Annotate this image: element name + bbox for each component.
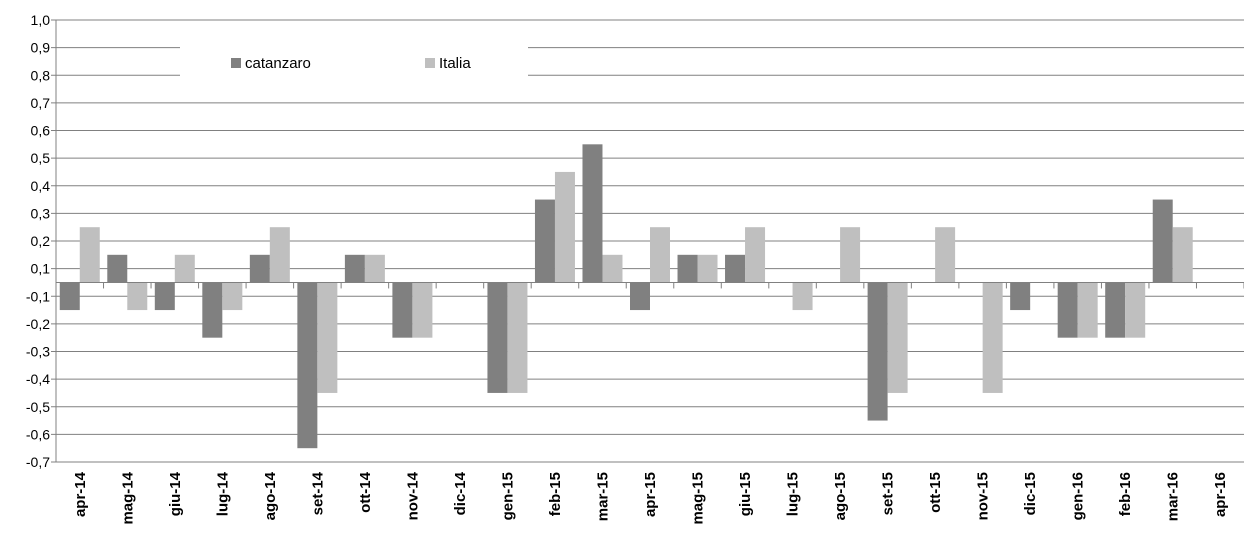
y-tick-label: 0,7 — [31, 95, 51, 111]
x-tick-label: mar-15 — [594, 472, 611, 521]
x-tick-label: nov-14 — [404, 471, 421, 520]
x-tick-label: ago-15 — [832, 472, 849, 520]
legend: catanzaro Italia — [180, 38, 528, 80]
x-tick-label: set-14 — [309, 471, 326, 515]
y-tick-label: -0,5 — [26, 399, 50, 415]
x-tick-label: gen-16 — [1070, 472, 1087, 520]
x-tick-label: giu-15 — [737, 472, 754, 516]
y-tick-labels: 1,0 0,9 0,8 0,7 0,6 0,5 0,4 0,3 0,2 0,1 -0,1 -0,2 -0… — [26, 12, 50, 470]
y-tick-label: 0,3 — [31, 205, 51, 221]
bar-italia-set-14 — [317, 282, 338, 393]
bar-italia-ott-15 — [935, 227, 956, 283]
legend-swatch-italia — [425, 58, 435, 68]
x-tick-label: gen-15 — [499, 472, 516, 520]
bar-italia-giu-14 — [174, 254, 195, 283]
legend-label-catanzaro: catanzaro — [245, 55, 311, 72]
y-tick-label: -0,1 — [26, 288, 50, 304]
bar-catanzaro-mag-14 — [107, 254, 128, 283]
y-tick-label: 0,1 — [31, 261, 51, 277]
bar-catanzaro-giu-14 — [154, 282, 175, 311]
bar-italia-feb-16 — [1125, 282, 1146, 338]
bar-italia-ago-15 — [840, 227, 861, 283]
bar-italia-feb-15 — [554, 171, 575, 283]
y-tick-label: -0,6 — [26, 426, 50, 442]
y-tick-label: -0,3 — [26, 344, 50, 360]
bars — [59, 144, 1193, 449]
bar-catanzaro-dic-15 — [1010, 282, 1031, 311]
x-tick-label: feb-15 — [547, 472, 564, 516]
bar-catanzaro-feb-15 — [534, 199, 555, 283]
x-tick-label: apr-16 — [1212, 472, 1229, 517]
bar-catanzaro-apr-14 — [59, 282, 80, 311]
legend-swatch-catanzaro — [231, 58, 241, 68]
bar-italia-gen-15 — [507, 282, 528, 393]
bar-italia-apr-15 — [650, 227, 670, 283]
bar-italia-gen-16 — [1077, 282, 1098, 338]
y-tick-label: 0,4 — [31, 178, 51, 194]
bar-italia-lug-14 — [222, 282, 243, 311]
x-tick-label: feb-16 — [1117, 472, 1134, 516]
bar-catanzaro-mar-16 — [1152, 199, 1173, 283]
bar-italia-mar-16 — [1172, 227, 1193, 283]
x-tick-label: lug-15 — [785, 472, 802, 516]
bar-catanzaro-gen-15 — [487, 282, 508, 393]
axes — [51, 19, 1244, 463]
bar-catanzaro-giu-15 — [725, 254, 746, 283]
y-tick-label: 0,5 — [31, 150, 51, 166]
gridlines — [56, 19, 1244, 463]
bar-catanzaro-ott-14 — [344, 254, 365, 283]
y-tick-label: -0,2 — [26, 316, 50, 332]
legend-label-italia: Italia — [439, 55, 471, 72]
x-tick-label: ago-14 — [262, 471, 279, 520]
y-tick-label: 0,9 — [31, 40, 51, 56]
bar-catanzaro-nov-14 — [392, 282, 413, 338]
x-tick-label: lug-14 — [214, 471, 231, 516]
bar-catanzaro-gen-16 — [1057, 282, 1078, 338]
y-tick-label: 0,2 — [31, 233, 51, 249]
y-tick-label: -0,4 — [26, 371, 50, 387]
bar-catanzaro-mag-15 — [677, 254, 698, 283]
bar-italia-mag-14 — [127, 282, 148, 311]
x-tick-label: apr-15 — [642, 472, 659, 517]
x-tick-label: ott-15 — [927, 472, 944, 513]
bar-catanzaro-apr-15 — [630, 282, 650, 311]
bar-italia-lug-15 — [792, 282, 813, 311]
x-tick-label: dic-15 — [1022, 472, 1039, 515]
x-tick-label: nov-15 — [975, 472, 992, 520]
y-tick-label: 0,8 — [31, 67, 51, 83]
y-tick-label: -0,7 — [26, 454, 50, 470]
x-tick-label: mag-15 — [690, 472, 707, 525]
y-tick-label: 0,6 — [31, 123, 51, 139]
bar-italia-ago-14 — [269, 227, 290, 283]
bar-italia-nov-15 — [982, 282, 1003, 393]
bar-catanzaro-mar-15 — [582, 144, 603, 283]
x-tick-label: set-15 — [880, 472, 897, 515]
x-tick-label: apr-14 — [72, 471, 89, 517]
bar-italia-giu-15 — [745, 227, 766, 283]
bar-italia-ott-14 — [364, 254, 385, 283]
y-tick-label: 1,0 — [31, 12, 51, 28]
x-tick-labels: apr-14 mag-14 giu-14 lug-14 ago-14 set-14 ott-… — [72, 471, 1229, 524]
x-tick-label: mar-16 — [1165, 472, 1182, 521]
x-tick-label: mag-14 — [119, 471, 136, 524]
bar-italia-nov-14 — [412, 282, 433, 338]
bar-catanzaro-feb-16 — [1105, 282, 1126, 338]
x-tick-label: ott-14 — [357, 471, 374, 512]
bar-italia-mar-15 — [602, 254, 623, 283]
bar-catanzaro-set-15 — [867, 282, 888, 421]
bar-italia-set-15 — [887, 282, 908, 393]
bar-catanzaro-set-14 — [297, 282, 318, 449]
bar-catanzaro-lug-14 — [202, 282, 223, 338]
x-tick-label: dic-14 — [452, 471, 469, 515]
x-tick-label: giu-14 — [167, 471, 184, 516]
bar-italia-apr-14 — [79, 227, 100, 283]
bar-italia-mag-15 — [697, 254, 718, 283]
bar-catanzaro-ago-14 — [249, 254, 270, 283]
